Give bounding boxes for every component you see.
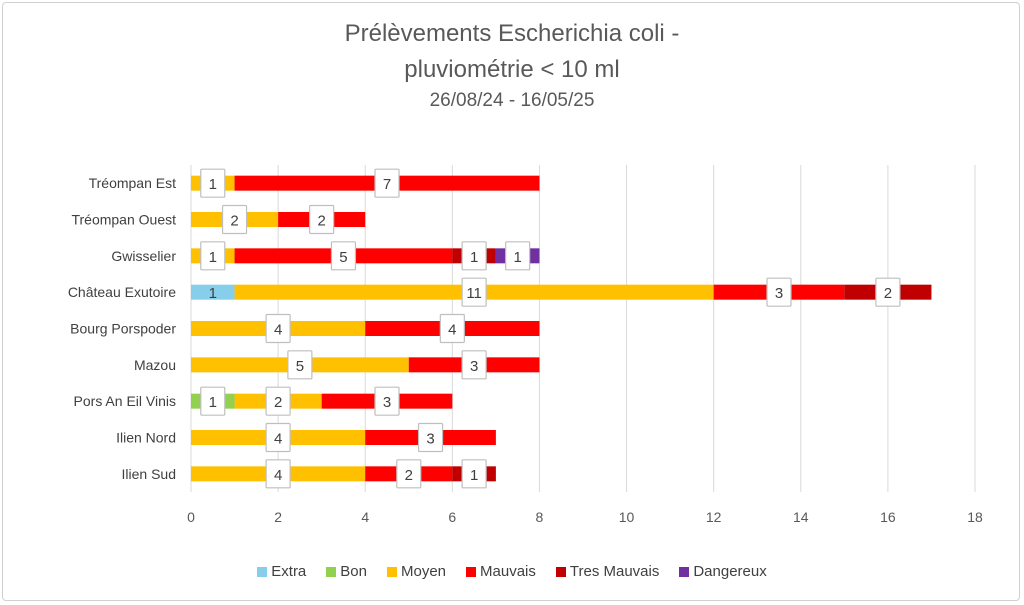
- data-label-box: [200, 386, 226, 416]
- legend-label: Extra: [271, 563, 307, 580]
- data-label: 3: [426, 431, 434, 448]
- data-label: 2: [274, 394, 282, 411]
- category-label: Ilien Sud: [122, 466, 176, 482]
- legend-swatch: [555, 566, 566, 577]
- data-label: 4: [448, 322, 456, 339]
- data-label: 1: [209, 285, 217, 302]
- data-label-box: [309, 204, 335, 235]
- data-label-box: [439, 313, 465, 344]
- x-tick-label: 2: [274, 509, 282, 525]
- legend-item: Bon: [326, 563, 367, 580]
- legend-label: Moyen: [400, 563, 447, 580]
- legend-label: Tres Mauvais: [569, 563, 660, 580]
- data-label-box: [461, 459, 487, 489]
- data-label-box: [265, 459, 291, 489]
- data-label-box: [200, 241, 226, 271]
- chart-subtitle: 26/08/24 - 16/05/25: [429, 90, 595, 111]
- data-label-box: [374, 386, 400, 416]
- category-label: Gwisselier: [111, 248, 176, 264]
- data-label-box: [461, 277, 487, 307]
- x-tick-label: 8: [536, 509, 544, 525]
- legend-label: Mauvais: [480, 563, 536, 580]
- category-label: Tréompan Est: [89, 175, 177, 191]
- category-label: Tréompan Ouest: [71, 212, 176, 228]
- x-tick-label: 14: [793, 509, 809, 525]
- data-label-box: [461, 241, 487, 271]
- x-tick-label: 4: [361, 509, 369, 525]
- data-label-box: [766, 277, 792, 307]
- data-label-box: [875, 277, 901, 307]
- data-label: 2: [317, 213, 325, 230]
- category-label: Château Exutoire: [68, 284, 176, 300]
- data-label: 1: [209, 176, 217, 193]
- x-tick-label: 0: [187, 509, 195, 525]
- data-label-box: [265, 313, 291, 344]
- legend-item: Mauvais: [466, 563, 536, 580]
- data-label-box: [330, 241, 357, 271]
- legend-item: Dangereux: [679, 563, 767, 580]
- legend-item: Moyen: [386, 563, 447, 580]
- x-tick-label: 10: [619, 509, 635, 525]
- data-label: 5: [296, 358, 304, 375]
- data-label-box: [265, 386, 291, 416]
- bar-segment-extra: [191, 284, 235, 300]
- legend-label: Bon: [340, 563, 367, 580]
- category-label: Mazou: [134, 357, 176, 373]
- data-label: 2: [884, 285, 892, 302]
- data-label: 1: [470, 249, 478, 266]
- data-label: 7: [383, 176, 391, 193]
- data-label: 1: [470, 467, 478, 484]
- legend-label: Dangereux: [693, 563, 767, 580]
- data-label-box: [374, 168, 400, 198]
- legend-swatch: [386, 566, 397, 577]
- data-label: 5: [339, 249, 347, 266]
- data-label: 1: [209, 394, 217, 411]
- data-label: 11: [466, 285, 482, 302]
- legend-swatch: [257, 566, 268, 577]
- data-label-box: [265, 422, 291, 453]
- legend-item: Tres Mauvais: [555, 563, 660, 580]
- data-label: 1: [209, 249, 217, 266]
- data-label: 4: [274, 467, 282, 484]
- data-label: 2: [405, 467, 413, 484]
- data-label: 4: [274, 431, 282, 448]
- data-label: 3: [383, 394, 391, 411]
- legend-swatch: [466, 566, 477, 577]
- category-label: Ilien Nord: [116, 430, 176, 446]
- data-label-box: [287, 350, 313, 380]
- data-label-box: [461, 350, 487, 380]
- data-label: 3: [775, 285, 783, 302]
- data-label: 2: [230, 213, 238, 230]
- data-label: 4: [274, 322, 282, 339]
- data-label-box: [417, 422, 444, 453]
- x-tick-label: 12: [706, 509, 722, 525]
- legend-swatch: [679, 566, 690, 577]
- data-label-box: [221, 204, 248, 235]
- chart-title: Prélèvements Escherichia coli -: [344, 20, 680, 47]
- legend: Extra Bon Moyen Mauvais Tres Mauvais Dangereu…: [0, 563, 1024, 580]
- x-tick-label: 18: [967, 509, 983, 525]
- data-label: 1: [513, 249, 521, 266]
- category-label: Pors An Eil Vinis: [74, 393, 176, 409]
- chart-title-line2: pluviométrie < 10 ml: [404, 56, 620, 83]
- x-tick-label: 6: [448, 509, 456, 525]
- data-label: 3: [470, 358, 478, 375]
- data-label-box: [200, 168, 226, 198]
- x-tick-label: 16: [880, 509, 896, 525]
- data-label-box: [505, 241, 531, 271]
- legend-item: Extra: [257, 563, 306, 580]
- legend-swatch: [326, 566, 337, 577]
- data-label-box: [396, 459, 422, 489]
- category-label: Bourg Porspoder: [70, 321, 176, 337]
